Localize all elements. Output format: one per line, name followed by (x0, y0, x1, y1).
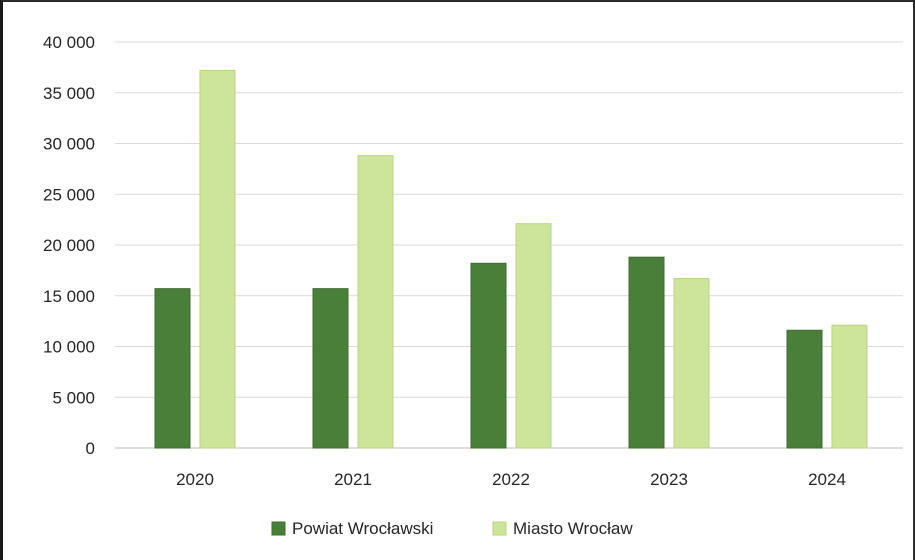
x-tick-label: 2020 (176, 470, 214, 489)
legend-label: Powiat Wrocławski (292, 519, 433, 538)
bar-miasto-2021 (357, 155, 394, 449)
y-tick-label: 15 000 (43, 287, 95, 306)
bar-miasto-2024 (831, 324, 868, 449)
y-tick-label: 5 000 (52, 388, 95, 407)
legend: Powiat Wrocławski Miasto Wrocław (271, 519, 633, 538)
x-axis-ticks: 2020 2021 2022 2023 2024 (176, 470, 846, 489)
bar-miasto-2022 (515, 223, 552, 449)
x-tick-label: 2021 (334, 470, 372, 489)
y-tick-label: 35 000 (43, 84, 95, 103)
bar-miasto-2020 (199, 69, 236, 449)
bar-powiat-2020 (154, 288, 191, 449)
y-axis-ticks: 0 5 000 10 000 15 000 20 000 25 000 30 000 35 0… (43, 33, 95, 458)
y-tick-label: 40 000 (43, 33, 95, 52)
y-tick-label: 30 000 (43, 135, 95, 154)
bars (154, 69, 868, 449)
bar-powiat-2021 (312, 288, 349, 449)
x-tick-label: 2024 (808, 470, 846, 489)
bar-powiat-2024 (786, 329, 823, 449)
bar-chart: 0 5 000 10 000 15 000 20 000 25 000 30 000 35 0… (43, 33, 903, 538)
x-tick-label: 2022 (492, 470, 530, 489)
legend-swatch (492, 521, 507, 536)
legend-swatch (271, 521, 286, 536)
x-tick-label: 2023 (650, 470, 688, 489)
bar-miasto-2023 (673, 277, 710, 449)
bar-powiat-2022 (470, 262, 507, 449)
y-tick-label: 20 000 (43, 236, 95, 255)
bar-powiat-2023 (628, 256, 665, 449)
legend-label: Miasto Wrocław (513, 519, 633, 538)
y-tick-label: 25 000 (43, 185, 95, 204)
y-tick-label: 10 000 (43, 338, 95, 357)
y-tick-label: 0 (86, 439, 95, 458)
gridlines (115, 41, 903, 449)
